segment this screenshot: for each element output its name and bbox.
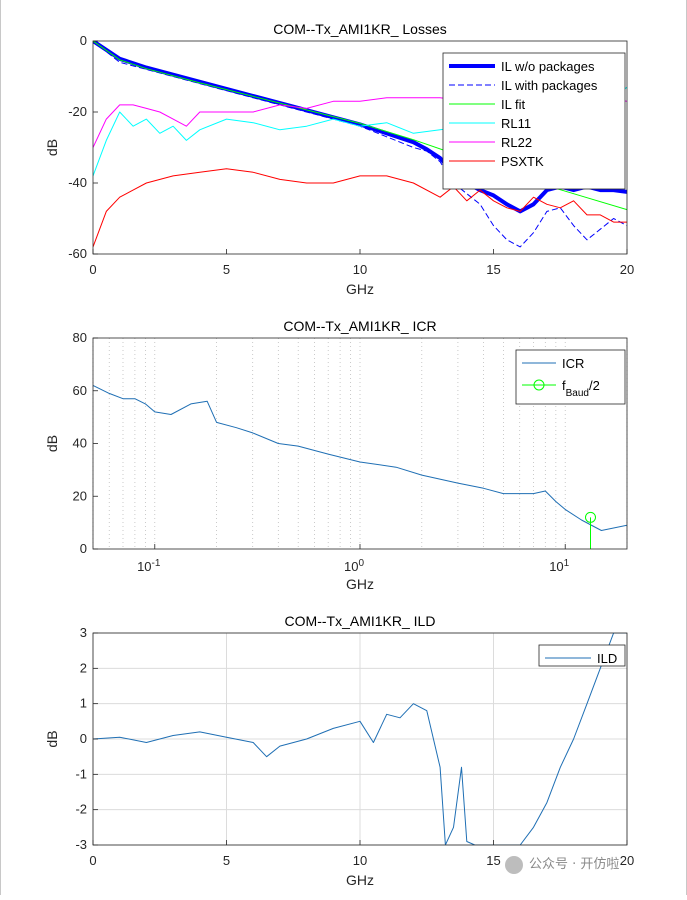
legend: ILD (538, 644, 626, 667)
y-tick-label: 0 (80, 33, 87, 48)
y-tick-label: 20 (73, 488, 87, 503)
legend-box (515, 349, 626, 405)
legend: IL w/o packages IL with packages IL fit RL1… (442, 52, 626, 190)
y-tick-label: 40 (73, 436, 87, 451)
series-line-1 (93, 385, 627, 531)
y-tick-label: -1 (75, 766, 87, 781)
legend-label: IL fit (501, 97, 525, 112)
y-tick-label: -3 (75, 837, 87, 852)
series-group (93, 633, 627, 845)
x-axis-label: GHz (346, 281, 374, 297)
x-tick-label: 10 (353, 262, 367, 277)
series-line-6 (93, 168, 627, 248)
x-tick-label: 10 (353, 853, 367, 868)
chart-1: -60 -40 -20 0 0 5 10 15 20 COM--Tx_AMI1KR_ Losses… (44, 21, 634, 297)
x-tick-label: 0 (89, 853, 96, 868)
y-tick-label: 0 (80, 541, 87, 556)
x-tick-label: 5 (223, 262, 230, 277)
series-group (93, 385, 627, 549)
chart-3: -3 -2 -1 0 1 2 3 0 5 10 15 20 COM--Tx_AMI1KR_ ILD GHz… (44, 613, 634, 888)
y-tick-label: 80 (73, 330, 87, 345)
x-axis-label: GHz (346, 576, 374, 592)
y-tick-label: 3 (80, 625, 87, 640)
x-tick-label: 15 (486, 853, 500, 868)
legend-label: ICR (562, 356, 584, 371)
legend-label: RL22 (501, 135, 532, 150)
y-tick-label: -60 (68, 246, 87, 261)
watermark: 公众号 · 开仿啦 (505, 853, 619, 874)
x-tick-label: 100 (344, 558, 364, 575)
legend-label: ILD (597, 651, 617, 666)
legend-label: RL11 (501, 116, 531, 131)
y-axis-label: dB (44, 139, 60, 156)
y-tick-label: 0 (80, 731, 87, 746)
legend-label: IL w/o packages (501, 59, 595, 74)
x-tick-label: 5 (223, 853, 230, 868)
wechat-icon (505, 855, 523, 874)
y-tick-label: 2 (80, 660, 87, 675)
series-line-2 (93, 41, 627, 248)
y-axis-label: dB (44, 435, 60, 452)
legend-label: fBaud/2 (562, 378, 600, 399)
x-tick-label: 0 (89, 262, 96, 277)
x-tick-label: 20 (620, 853, 634, 868)
y-axis-label: dB (44, 730, 60, 747)
x-tick-label: 20 (620, 262, 634, 277)
x-tick-label: 15 (486, 262, 500, 277)
y-tick-label: -20 (68, 104, 87, 119)
legend-marker (533, 379, 545, 391)
x-tick-label: 10-1 (137, 558, 161, 575)
y-tick-label: -2 (75, 802, 87, 817)
watermark-text: 公众号 · 开仿啦 (529, 857, 620, 872)
legend-label: PSXTK (501, 154, 544, 169)
series-marker (585, 511, 597, 523)
legend-box (538, 644, 626, 667)
x-tick-label: 101 (549, 558, 569, 575)
legend-box (442, 52, 626, 190)
legend-label: IL with packages (501, 78, 598, 93)
y-tick-label: 60 (73, 383, 87, 398)
y-tick-label: -40 (68, 175, 87, 190)
y-tick-label: 1 (80, 696, 87, 711)
chart-title: COM--Tx_AMI1KR_ ILD (285, 613, 436, 629)
chart-2: 0 20 40 60 80 10-1 100 101 COM--Tx_AMI1KR_ ICR GH… (44, 318, 628, 592)
legend: ICR fBaud/2 (515, 349, 626, 405)
chart-title: COM--Tx_AMI1KR_ ICR (283, 318, 436, 334)
x-axis-label: GHz (346, 872, 374, 888)
series-line-1 (93, 633, 627, 845)
chart-title: COM--Tx_AMI1KR_ Losses (273, 21, 446, 37)
